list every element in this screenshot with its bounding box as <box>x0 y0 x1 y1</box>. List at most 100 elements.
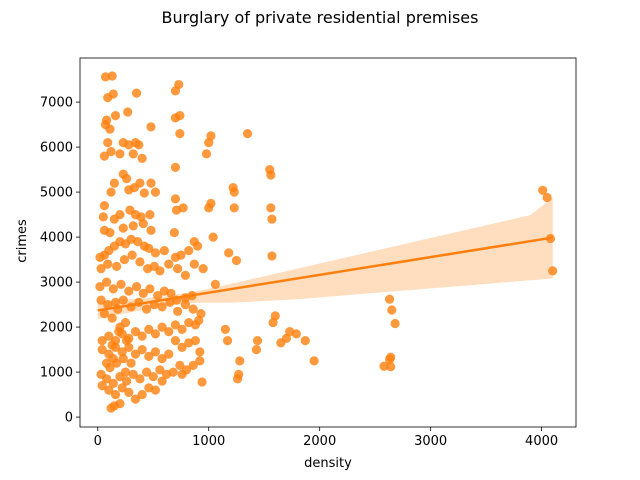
data-point <box>103 259 113 269</box>
data-point <box>103 300 113 310</box>
x-tick-label: 2000 <box>303 434 336 449</box>
data-point <box>150 385 161 395</box>
data-point <box>106 147 116 157</box>
data-point <box>188 304 198 314</box>
y-tick-label: 3000 <box>40 276 73 291</box>
data-point <box>128 149 138 159</box>
data-point <box>173 306 183 316</box>
data-point <box>170 320 181 330</box>
data-point <box>538 185 548 195</box>
data-point <box>175 111 185 121</box>
data-point <box>155 365 165 375</box>
data-point <box>232 374 243 384</box>
data-point <box>222 336 233 346</box>
regression-line <box>97 236 553 312</box>
data-point <box>150 347 161 357</box>
confidence-band <box>97 197 553 319</box>
data-point <box>157 354 167 364</box>
data-point <box>112 261 122 271</box>
data-point <box>164 327 174 337</box>
x-tick-label: 3000 <box>414 434 447 449</box>
data-point <box>135 374 145 384</box>
axes-frame <box>79 57 577 428</box>
data-point <box>190 336 201 346</box>
data-point <box>204 138 214 148</box>
data-point <box>131 88 142 98</box>
x-axis-label: density <box>304 456 352 471</box>
data-point <box>189 259 199 269</box>
data-point <box>123 107 133 117</box>
data-point <box>220 324 230 334</box>
data-point <box>387 305 397 315</box>
data-point <box>390 318 400 329</box>
data-point <box>96 295 106 305</box>
chart-title: Burglary of private residential premises <box>162 8 479 27</box>
data-point <box>198 264 208 274</box>
data-point <box>180 300 191 310</box>
data-point <box>108 354 118 364</box>
data-point <box>170 194 181 204</box>
data-point <box>107 313 117 323</box>
y-tick-label: 4000 <box>40 231 73 246</box>
data-point <box>145 210 155 220</box>
data-point <box>139 188 149 198</box>
data-point <box>155 266 165 276</box>
data-point <box>106 187 116 197</box>
data-point <box>134 140 144 150</box>
data-point <box>124 185 134 195</box>
data-point <box>170 336 181 346</box>
data-point <box>150 329 161 339</box>
data-point <box>204 203 214 213</box>
data-point <box>144 324 154 334</box>
data-point <box>201 149 212 159</box>
data-point <box>184 318 194 328</box>
data-point <box>159 246 169 256</box>
data-point <box>108 378 118 388</box>
data-point <box>130 349 141 359</box>
data-point <box>208 232 218 242</box>
data-point <box>118 354 128 364</box>
data-point <box>115 322 125 332</box>
data-point <box>97 336 107 346</box>
x-tick-label: 4000 <box>525 434 558 449</box>
x-tick-label: 0 <box>94 434 102 449</box>
data-point <box>128 221 138 231</box>
data-point <box>145 284 155 294</box>
data-point <box>178 203 188 213</box>
data-point <box>137 345 147 355</box>
y-tick-label: 7000 <box>40 96 73 111</box>
data-point <box>102 358 112 368</box>
data-point <box>542 192 552 203</box>
data-point <box>157 302 167 312</box>
data-point <box>124 286 134 296</box>
data-point <box>128 369 138 379</box>
data-point <box>266 170 276 180</box>
data-point <box>170 252 181 262</box>
data-point <box>96 369 106 379</box>
y-tick-label: 6000 <box>40 141 73 156</box>
data-point <box>184 246 194 256</box>
data-point <box>161 369 172 379</box>
data-point <box>231 255 242 266</box>
data-point <box>252 336 263 346</box>
data-point <box>267 214 277 224</box>
data-point <box>110 390 121 400</box>
x-tick-label: 1000 <box>192 434 225 449</box>
data-point <box>195 356 205 366</box>
data-point <box>141 367 152 377</box>
data-point <box>159 286 169 296</box>
y-tick-label: 0 <box>65 411 73 426</box>
data-point <box>229 203 239 213</box>
plot-area <box>95 71 558 413</box>
data-point <box>138 288 148 298</box>
data-point <box>242 129 253 139</box>
y-tick-label: 5000 <box>40 186 73 201</box>
data-point <box>115 399 125 409</box>
data-point <box>99 309 110 319</box>
data-point <box>115 149 125 159</box>
data-point <box>157 322 167 332</box>
data-point <box>102 277 112 287</box>
data-point <box>150 187 161 197</box>
data-point <box>118 223 128 233</box>
data-point <box>104 385 114 395</box>
